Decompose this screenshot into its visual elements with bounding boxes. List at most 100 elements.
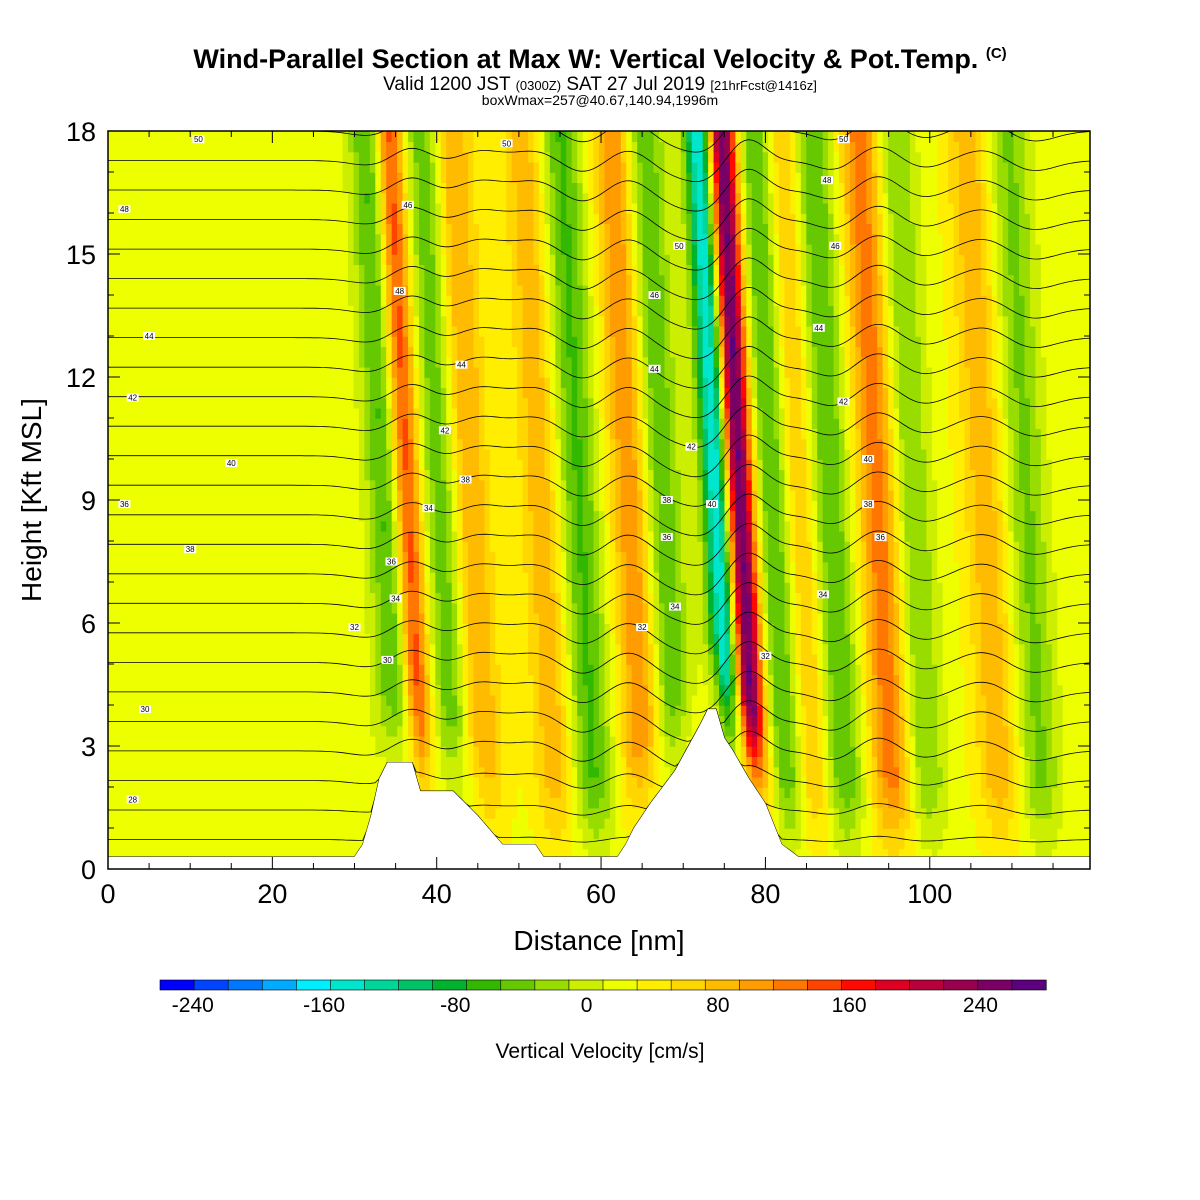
w-cell bbox=[402, 489, 409, 501]
w-cell bbox=[315, 817, 322, 829]
w-cell bbox=[342, 797, 349, 809]
w-cell bbox=[195, 233, 202, 245]
w-cell bbox=[298, 828, 306, 840]
w-cell bbox=[418, 592, 426, 604]
w-cell bbox=[320, 510, 328, 522]
w-cell bbox=[195, 397, 202, 409]
w-cell bbox=[484, 797, 491, 809]
w-cell bbox=[397, 582, 404, 594]
w-cell bbox=[386, 725, 393, 737]
w-cell bbox=[173, 264, 180, 276]
w-cell bbox=[473, 192, 480, 204]
w-cell bbox=[358, 356, 366, 368]
w-cell bbox=[298, 305, 306, 317]
w-cell bbox=[298, 592, 306, 604]
w-cell bbox=[206, 397, 213, 409]
w-cell bbox=[184, 500, 191, 512]
w-cell bbox=[113, 233, 120, 245]
w-cell bbox=[402, 366, 409, 378]
w-cell bbox=[266, 776, 273, 788]
w-cell bbox=[446, 202, 453, 214]
w-cell bbox=[315, 295, 322, 307]
w-cell bbox=[484, 705, 491, 717]
w-cell bbox=[298, 623, 306, 635]
w-cell bbox=[140, 459, 147, 471]
w-cell bbox=[217, 807, 224, 819]
w-cell bbox=[440, 582, 448, 594]
w-cell bbox=[151, 305, 158, 317]
w-cell bbox=[315, 776, 322, 788]
w-cell bbox=[178, 582, 186, 594]
w-cell bbox=[266, 141, 273, 153]
w-cell bbox=[435, 489, 442, 501]
w-cell bbox=[293, 366, 300, 378]
w-cell bbox=[288, 377, 295, 389]
w-cell bbox=[233, 735, 240, 747]
w-cell bbox=[151, 633, 158, 645]
w-cell bbox=[282, 213, 289, 225]
w-cell bbox=[304, 325, 311, 337]
w-cell bbox=[364, 315, 371, 327]
w-cell bbox=[315, 602, 322, 614]
w-cell bbox=[222, 469, 229, 481]
w-cell bbox=[151, 356, 158, 368]
w-cell bbox=[260, 182, 268, 194]
w-cell bbox=[424, 520, 431, 532]
w-cell bbox=[157, 325, 164, 337]
w-cell bbox=[260, 274, 268, 286]
w-cell bbox=[424, 756, 431, 768]
w-cell bbox=[282, 418, 289, 430]
w-cell bbox=[413, 213, 420, 225]
w-cell bbox=[228, 274, 235, 286]
w-cell bbox=[315, 561, 322, 573]
w-cell bbox=[118, 776, 126, 788]
w-cell bbox=[429, 315, 437, 327]
w-cell bbox=[320, 459, 328, 471]
w-cell bbox=[277, 161, 284, 173]
w-cell bbox=[424, 274, 431, 286]
w-cell bbox=[146, 797, 153, 809]
w-cell bbox=[255, 305, 262, 317]
w-cell bbox=[462, 387, 469, 399]
w-cell bbox=[315, 664, 322, 676]
w-cell bbox=[446, 715, 453, 727]
w-cell bbox=[468, 243, 475, 255]
w-cell bbox=[195, 346, 202, 358]
w-cell bbox=[337, 202, 344, 214]
w-cell bbox=[331, 807, 338, 819]
w-cell bbox=[435, 161, 442, 173]
w-cell bbox=[282, 592, 289, 604]
w-cell bbox=[113, 715, 120, 727]
w-cell bbox=[244, 500, 251, 512]
w-cell bbox=[157, 387, 164, 399]
w-cell bbox=[342, 705, 349, 717]
w-cell bbox=[309, 725, 317, 737]
w-cell bbox=[358, 592, 366, 604]
w-cell bbox=[331, 418, 338, 430]
w-cell bbox=[337, 336, 344, 348]
w-cell bbox=[364, 377, 371, 389]
w-cell bbox=[408, 735, 415, 747]
w-cell bbox=[353, 766, 360, 778]
w-cell bbox=[173, 315, 180, 327]
w-cell bbox=[468, 674, 475, 686]
w-cell bbox=[364, 172, 371, 184]
w-cell bbox=[315, 828, 322, 840]
w-cell bbox=[375, 151, 382, 163]
w-cell bbox=[369, 530, 377, 542]
w-cell bbox=[293, 725, 300, 737]
w-cell bbox=[151, 602, 158, 614]
w-cell bbox=[342, 274, 349, 286]
w-cell bbox=[255, 551, 262, 563]
w-cell bbox=[375, 397, 382, 409]
w-cell bbox=[206, 489, 213, 501]
w-cell bbox=[151, 295, 158, 307]
w-cell bbox=[424, 469, 431, 481]
w-cell bbox=[146, 776, 153, 788]
w-cell bbox=[222, 489, 229, 501]
w-cell bbox=[369, 746, 377, 758]
w-cell bbox=[320, 817, 328, 829]
w-cell bbox=[375, 161, 382, 173]
w-cell bbox=[375, 233, 382, 245]
w-cell bbox=[108, 377, 115, 389]
